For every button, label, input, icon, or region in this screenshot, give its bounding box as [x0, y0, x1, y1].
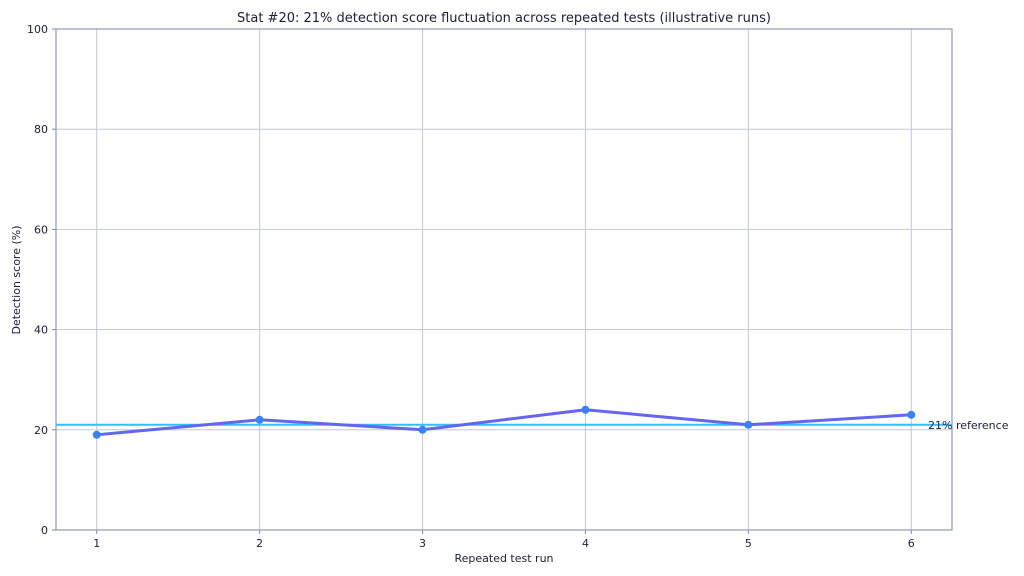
y-tick-label: 100: [27, 23, 48, 36]
reference-line-label: 21% reference: [928, 419, 1009, 432]
y-tick-label: 20: [34, 424, 48, 437]
data-point: [744, 420, 753, 429]
x-tick-label: 3: [419, 537, 426, 550]
series-line: [95, 408, 913, 437]
data-point: [418, 425, 427, 434]
data-point: [92, 430, 101, 439]
x-tick-label: 1: [93, 537, 100, 550]
data-point: [255, 415, 264, 424]
data-point: [907, 410, 916, 419]
series-group: [92, 405, 916, 439]
y-axis-label: Detection score (%): [10, 225, 23, 334]
data-point: [581, 405, 590, 414]
x-tick-label: 6: [908, 537, 915, 550]
grid-lines: [56, 28, 952, 531]
plot-frame: [55, 28, 953, 531]
x-axis-label: Repeated test run: [454, 552, 553, 565]
x-tick-label: 5: [745, 537, 752, 550]
x-tick-label: 4: [582, 537, 589, 550]
x-tick-label: 2: [256, 537, 263, 550]
y-tick-label: 60: [34, 223, 48, 236]
y-tick-label: 40: [34, 324, 48, 337]
y-tick-label: 80: [34, 123, 48, 136]
chart-title: Stat #20: 21% detection score fluctuatio…: [237, 11, 771, 26]
y-tick-label: 0: [41, 524, 48, 537]
axes: 0 20 40 60 80 100 1 2 3 4 5 6: [27, 23, 953, 550]
